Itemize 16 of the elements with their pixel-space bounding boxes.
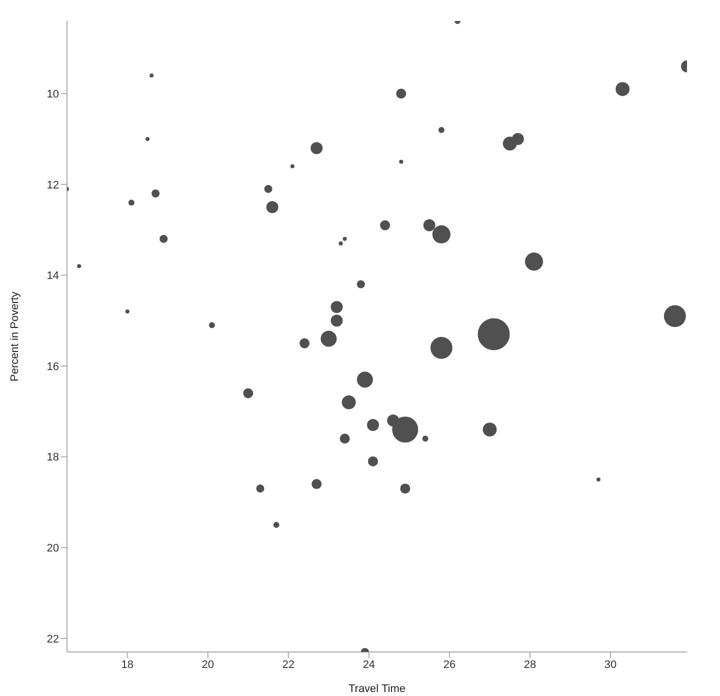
x-axis-title: Travel Time	[348, 683, 406, 695]
y-tick-label: 10	[46, 88, 59, 101]
y-tick-label: 12	[46, 179, 59, 192]
y-tick-label: 16	[46, 360, 59, 373]
y-tick-label: 18	[46, 452, 59, 464]
y-tick-label: 20	[46, 542, 59, 554]
x-tick-label: 18	[121, 658, 134, 671]
y-tick-label: 14	[46, 270, 59, 282]
x-tick-label: 28	[524, 658, 536, 671]
x-tick-label: 22	[282, 658, 295, 671]
y-axis-title: Percent in Poverty	[8, 291, 21, 382]
y-tick-label: 22	[46, 633, 59, 646]
x-tick-label: 30	[604, 658, 617, 671]
x-tick-label: 20	[202, 658, 214, 671]
x-tick-label: 24	[362, 658, 376, 671]
x-tick-label: 26	[443, 658, 456, 671]
